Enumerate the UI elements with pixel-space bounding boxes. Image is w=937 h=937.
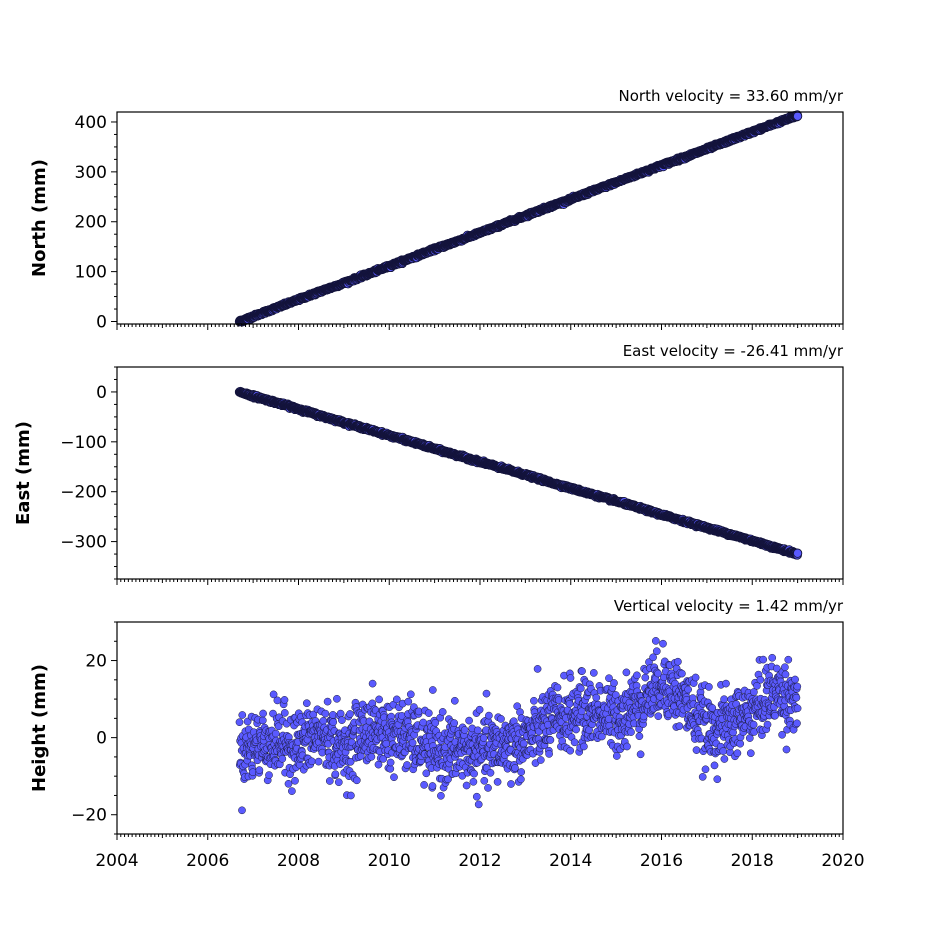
height-data-point [475, 705, 484, 714]
height-data-point [428, 782, 437, 790]
north-points [234, 110, 803, 327]
height-data-point [238, 711, 247, 719]
height-data-point [314, 757, 323, 766]
height-data-point [323, 697, 332, 706]
height-data-point [307, 757, 316, 766]
height-data-point [238, 806, 246, 815]
height-data-point [347, 791, 355, 800]
height-data-point [470, 769, 478, 778]
east-ytick-label: −200 [60, 483, 107, 503]
north-velocity-title: North velocity = 33.60 mm/yr [619, 87, 844, 105]
height-data-point [336, 709, 345, 718]
height-data-point [428, 686, 437, 694]
height-data-point [511, 764, 519, 772]
height-data-point [419, 718, 428, 727]
east-ytick-label: −100 [60, 433, 107, 453]
height-data-point [280, 709, 289, 717]
height-data-point [460, 726, 469, 734]
height-data-point [485, 711, 493, 720]
height-points [235, 637, 802, 815]
height-data-point [375, 695, 383, 704]
height-data-point [474, 800, 483, 809]
height-data-point [469, 777, 478, 786]
height-data-point [284, 779, 293, 788]
east-axes-frame [116, 366, 844, 580]
height-data-point [255, 766, 264, 774]
height-data-point [280, 696, 289, 704]
height-data-point [325, 777, 334, 785]
height-data-point [386, 758, 395, 767]
height-data-point [493, 778, 502, 786]
height-data-point [288, 787, 296, 795]
north-ytick-label: 100 [75, 263, 107, 283]
height-data-point [334, 778, 343, 787]
east-ylabel: East (mm) [13, 421, 34, 525]
height-data-point [465, 716, 473, 725]
height-data-point [346, 710, 354, 718]
height-data-point [333, 694, 341, 703]
height-data-point [517, 768, 526, 776]
height-data-point [331, 770, 340, 779]
height-data-point [482, 689, 491, 698]
north-ytick-label: 200 [75, 213, 107, 233]
height-data-point [406, 690, 415, 699]
east-data-point [792, 548, 803, 558]
height-data-point [479, 734, 488, 742]
east-ytick-label: −300 [60, 533, 107, 553]
height-data-point [235, 718, 244, 727]
height-data-point [480, 776, 489, 785]
east-velocity-title: East velocity = -26.41 mm/yr [623, 342, 844, 360]
height-data-point [321, 709, 330, 718]
height-data-point [352, 776, 361, 785]
height-data-point [258, 716, 267, 725]
height-data-point [271, 729, 280, 738]
height-data-point [265, 771, 273, 779]
height-data-point [278, 754, 287, 763]
height-data-point [319, 717, 328, 725]
height-data-point [291, 776, 299, 785]
height-data-point [403, 761, 411, 769]
north-ytick-label: 300 [75, 163, 107, 183]
height-data-point [302, 699, 311, 708]
height-data-point [408, 738, 417, 747]
height-data-point [329, 711, 337, 719]
north-ytick-label: 400 [75, 113, 107, 133]
height-data-point [437, 791, 445, 800]
height-data-point [368, 679, 377, 688]
height-data-point [374, 760, 383, 769]
height-data-point [462, 781, 471, 790]
height-data-point [497, 715, 505, 723]
height-data-point [404, 697, 413, 706]
height-data-point [338, 716, 346, 724]
height-data-point [259, 709, 267, 718]
height-data-point [390, 773, 398, 782]
height-data-point [438, 708, 447, 716]
height-data-point [367, 752, 376, 761]
height-data-point [519, 739, 528, 748]
height-data-point [484, 784, 492, 792]
height-data-point [472, 792, 481, 801]
east-points [234, 386, 803, 560]
height-data-point [450, 696, 459, 705]
height-data-point [420, 781, 428, 789]
east-ytick-label: 0 [96, 383, 107, 403]
height-data-point [530, 696, 538, 705]
north-ytick-label: 0 [96, 313, 107, 333]
height-data-point [450, 719, 459, 727]
height-data-point [273, 696, 282, 705]
north-ylabel: North (mm) [29, 159, 50, 277]
height-data-point [424, 709, 433, 717]
height-data-point [486, 768, 495, 777]
north-data-point [792, 111, 803, 121]
height-data-point [382, 739, 391, 748]
height-data-point [473, 726, 482, 735]
height-data-point [329, 718, 338, 726]
height-data-point [517, 775, 525, 784]
height-data-point [507, 780, 515, 788]
